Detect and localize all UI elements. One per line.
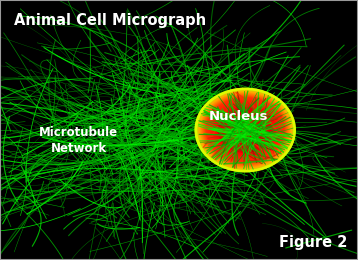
Ellipse shape — [228, 116, 262, 144]
Ellipse shape — [214, 104, 276, 156]
Ellipse shape — [240, 126, 250, 134]
Ellipse shape — [202, 94, 288, 166]
Ellipse shape — [245, 129, 246, 131]
Ellipse shape — [243, 128, 248, 132]
Ellipse shape — [219, 108, 272, 152]
Ellipse shape — [238, 124, 252, 136]
Ellipse shape — [217, 106, 274, 154]
Ellipse shape — [220, 109, 270, 151]
Ellipse shape — [205, 96, 286, 164]
Ellipse shape — [230, 117, 261, 143]
Ellipse shape — [213, 103, 277, 157]
Ellipse shape — [203, 95, 287, 165]
Ellipse shape — [196, 89, 294, 171]
Ellipse shape — [231, 118, 260, 142]
Ellipse shape — [209, 100, 281, 160]
Ellipse shape — [242, 127, 249, 133]
Ellipse shape — [232, 119, 259, 141]
Ellipse shape — [215, 105, 275, 155]
Text: Animal Cell Micrograph: Animal Cell Micrograph — [14, 13, 207, 28]
Ellipse shape — [229, 116, 262, 144]
Ellipse shape — [237, 123, 254, 137]
Ellipse shape — [200, 92, 291, 168]
Ellipse shape — [237, 124, 253, 136]
Text: Figure 2: Figure 2 — [279, 235, 347, 250]
Ellipse shape — [233, 120, 257, 140]
Ellipse shape — [232, 119, 258, 141]
Ellipse shape — [241, 126, 250, 134]
Ellipse shape — [204, 96, 286, 164]
Ellipse shape — [200, 93, 290, 167]
Ellipse shape — [223, 111, 267, 149]
Ellipse shape — [207, 98, 284, 162]
Ellipse shape — [218, 107, 273, 153]
Text: Microtubule
Network: Microtubule Network — [39, 126, 118, 155]
Ellipse shape — [199, 91, 292, 169]
Ellipse shape — [198, 90, 292, 170]
Ellipse shape — [222, 111, 268, 149]
Ellipse shape — [197, 90, 294, 170]
Ellipse shape — [201, 93, 289, 167]
Ellipse shape — [234, 121, 256, 139]
Ellipse shape — [239, 125, 251, 135]
Ellipse shape — [194, 88, 296, 172]
Ellipse shape — [210, 101, 281, 159]
Ellipse shape — [195, 88, 295, 172]
Ellipse shape — [211, 101, 280, 159]
Ellipse shape — [236, 122, 255, 138]
Ellipse shape — [221, 110, 269, 150]
Ellipse shape — [219, 108, 271, 152]
Ellipse shape — [208, 99, 282, 161]
Ellipse shape — [226, 114, 264, 146]
Text: Nucleus: Nucleus — [208, 110, 268, 124]
Ellipse shape — [212, 102, 279, 158]
Ellipse shape — [226, 114, 265, 146]
Ellipse shape — [227, 115, 263, 145]
Ellipse shape — [205, 97, 285, 163]
Ellipse shape — [243, 128, 247, 132]
Ellipse shape — [213, 103, 278, 157]
Ellipse shape — [216, 106, 275, 154]
Ellipse shape — [207, 99, 283, 161]
Ellipse shape — [224, 112, 267, 148]
Ellipse shape — [224, 113, 266, 147]
Ellipse shape — [235, 121, 256, 139]
